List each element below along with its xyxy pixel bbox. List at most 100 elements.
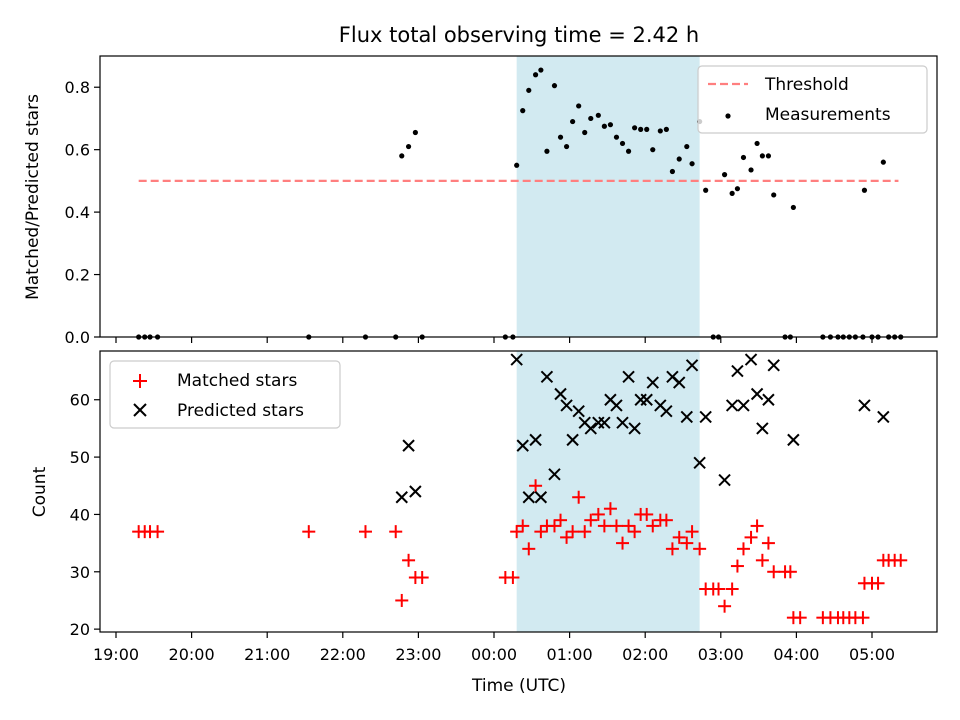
matched-point-5 — [358, 525, 372, 539]
measurement-point-33 — [638, 126, 644, 132]
matched-point-14 — [516, 519, 530, 533]
predicted-point-3 — [510, 353, 523, 366]
matched-point-25 — [584, 513, 598, 527]
xtick-label-4: 23:00 — [395, 645, 441, 664]
matched-point-49 — [736, 542, 750, 556]
predicted-point-41 — [762, 393, 775, 406]
x-axis-label: Time (UTC) — [471, 676, 566, 696]
measurement-point-10 — [399, 153, 405, 159]
measurement-point-19 — [551, 83, 558, 89]
matched-point-56 — [783, 565, 797, 579]
top-ytick-label-1: 0.2 — [65, 266, 90, 285]
observing-window-shade-top — [516, 56, 700, 337]
measurement-point-40 — [684, 143, 690, 150]
predicted-point-22 — [628, 422, 641, 435]
xtick-label-2: 21:00 — [244, 645, 290, 664]
y-axis-label-top: Matched/Predicted stars — [23, 94, 43, 300]
xtick-label-1: 20:00 — [169, 645, 215, 664]
matched-point-39 — [672, 530, 686, 544]
measurement-point-21 — [563, 143, 570, 150]
matched-point-29 — [609, 519, 623, 533]
legend-predicted-swatch — [133, 403, 147, 417]
panel-ratio: 0.00.20.40.60.8 Matched/Predicted stars … — [23, 55, 938, 347]
measurement-point-41 — [689, 161, 695, 167]
matched-point-34 — [640, 507, 654, 521]
matched-point-37 — [659, 513, 673, 527]
predicted-point-42 — [767, 359, 780, 372]
observing-window-shade-bottom — [516, 351, 700, 632]
matched-point-20 — [554, 513, 568, 527]
measurement-point-27 — [601, 123, 607, 129]
predicted-point-8 — [540, 370, 554, 384]
measurement-point-49 — [740, 154, 747, 161]
matched-point-35 — [646, 519, 660, 533]
predicted-point-24 — [640, 393, 653, 406]
matched-point-7 — [395, 593, 409, 607]
matched-point-54 — [767, 565, 781, 579]
xtick-label-3: 22:00 — [320, 645, 366, 664]
predicted-point-4 — [516, 439, 529, 452]
measurement-point-32 — [632, 125, 638, 131]
matched-point-3 — [151, 525, 165, 539]
top-ytick-label-2: 0.4 — [65, 203, 90, 222]
measurement-point-47 — [729, 190, 735, 196]
legend-matched-label: Matched stars — [177, 371, 297, 391]
matched-point-68 — [871, 576, 885, 590]
y-ticks-bottom: 20 30 40 50 60 — [70, 391, 100, 639]
measurement-point-35 — [650, 147, 656, 153]
count-points — [132, 353, 908, 625]
measurement-point-37 — [663, 126, 669, 132]
measurement-point-53 — [765, 153, 772, 159]
matched-point-52 — [755, 553, 769, 567]
matched-point-12 — [506, 571, 520, 585]
matched-point-38 — [665, 542, 679, 556]
measurement-point-15 — [526, 87, 532, 93]
xtick-label-6: 01:00 — [547, 645, 593, 664]
predicted-point-25 — [646, 376, 659, 389]
matched-point-24 — [578, 525, 592, 539]
predicted-point-19 — [610, 399, 623, 412]
bottom-ytick-label-2: 40 — [70, 505, 90, 524]
matched-point-30 — [616, 536, 630, 550]
predicted-point-44 — [858, 399, 871, 412]
top-ytick-label-0: 0.0 — [65, 328, 90, 347]
measurement-point-25 — [588, 115, 594, 122]
measurement-point-65 — [861, 187, 868, 193]
predicted-point-33 — [699, 410, 712, 424]
matched-point-32 — [628, 525, 642, 539]
measurement-point-30 — [619, 140, 626, 147]
measurement-point-52 — [759, 153, 765, 159]
predicted-point-13 — [572, 405, 585, 418]
predicted-point-43 — [787, 433, 800, 447]
measurement-point-17 — [538, 67, 544, 73]
predicted-point-40 — [756, 422, 769, 435]
measurement-point-43 — [703, 187, 709, 193]
matched-point-48 — [730, 559, 744, 573]
measurement-point-13 — [514, 162, 520, 168]
matched-point-65 — [856, 611, 870, 625]
panel-counts: 20 30 40 50 60 19:00 20:00 21:00 22:00 23:00 00:0… — [30, 350, 938, 696]
predicted-point-11 — [560, 399, 573, 412]
legend-predicted-label: Predicted stars — [177, 401, 304, 421]
measurement-point-50 — [748, 167, 754, 173]
measurement-point-29 — [613, 134, 620, 140]
axes-frame-bottom — [99, 350, 938, 633]
matched-point-28 — [603, 502, 617, 516]
matched-point-50 — [744, 530, 758, 544]
measurement-point-34 — [644, 126, 650, 132]
legend-box-bottom — [109, 360, 341, 429]
measurement-point-51 — [754, 140, 760, 147]
legend-top: Threshold Measurements — [697, 65, 928, 134]
measurement-point-18 — [544, 148, 550, 154]
matched-point-16 — [529, 479, 543, 493]
matched-point-45 — [712, 582, 726, 596]
predicted-point-29 — [673, 376, 686, 389]
matched-point-23 — [572, 490, 586, 504]
predicted-point-6 — [529, 433, 542, 447]
legend-threshold-label: Threshold — [764, 75, 849, 95]
matched-point-53 — [761, 536, 775, 550]
xtick-label-0: 19:00 — [93, 645, 139, 664]
predicted-point-45 — [877, 410, 890, 424]
matched-point-13 — [510, 525, 524, 539]
matched-point-6 — [389, 525, 403, 539]
